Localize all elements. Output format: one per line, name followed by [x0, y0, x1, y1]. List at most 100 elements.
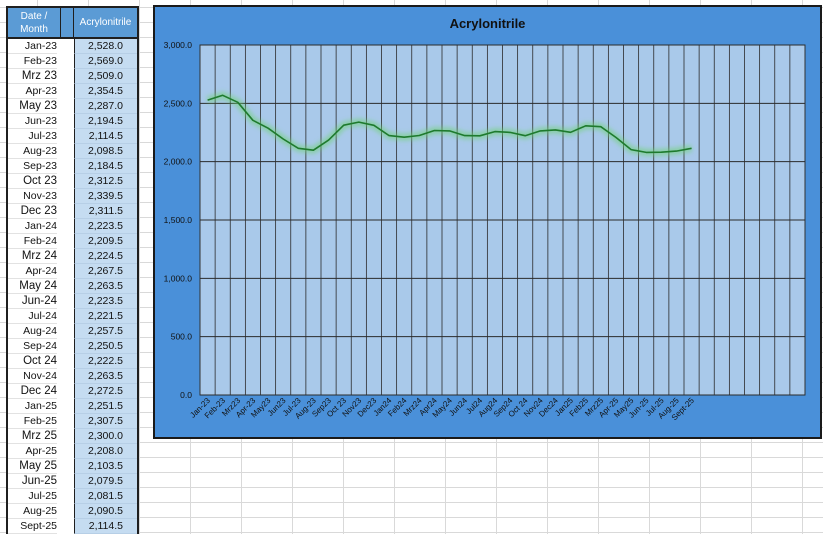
month-cell[interactable]: Nov-23 [8, 189, 57, 204]
value-cell[interactable]: 2,090.5 [74, 504, 137, 519]
header-spacer-cell[interactable] [60, 8, 74, 37]
value-cell[interactable]: 2,223.5 [74, 219, 137, 234]
value-cell[interactable]: 2,287.0 [74, 99, 137, 114]
value-cell[interactable]: 2,300.0 [74, 429, 137, 444]
table-row: Jan-23 2,528.0 [8, 39, 137, 54]
value-cell[interactable]: 2,194.5 [74, 114, 137, 129]
month-cell[interactable]: Apr-25 [8, 444, 57, 459]
table-row: Jul-23 2,114.5 [8, 129, 137, 144]
month-cell[interactable]: Jan-24 [8, 219, 57, 234]
table-row: Feb-25 2,307.5 [8, 414, 137, 429]
table-row: Nov-23 2,339.5 [8, 189, 137, 204]
table-row: Jan-24 2,223.5 [8, 219, 137, 234]
value-cell[interactable]: 2,208.0 [74, 444, 137, 459]
month-cell[interactable]: Aug-25 [8, 504, 57, 519]
value-cell[interactable]: 2,267.5 [74, 264, 137, 279]
month-cell[interactable]: Feb-25 [8, 414, 57, 429]
value-cell[interactable]: 2,354.5 [74, 84, 137, 99]
table-row: Feb-24 2,209.5 [8, 234, 137, 249]
value-cell[interactable]: 2,209.5 [74, 234, 137, 249]
value-cell[interactable]: 2,079.5 [74, 474, 137, 489]
table-row: May 24 2,263.5 [8, 279, 137, 294]
value-cell[interactable]: 2,272.5 [74, 384, 137, 399]
y-tick-label: 3,000.0 [164, 40, 193, 50]
month-cell[interactable]: Aug-24 [8, 324, 57, 339]
chart-plot: 0.0 500.0 1,000.0 1,500.0 2,000.0 2,500.0 3,00… [164, 40, 806, 422]
header-acrylonitrile[interactable]: Acrylonitrile [79, 17, 132, 28]
value-cell[interactable]: 2,221.5 [74, 309, 137, 324]
value-cell[interactable]: 2,184.5 [74, 159, 137, 174]
month-cell[interactable]: Feb-24 [8, 234, 57, 249]
table-row: Jul-24 2,221.5 [8, 309, 137, 324]
table-row: Aug-24 2,257.5 [8, 324, 137, 339]
value-cell[interactable]: 2,509.0 [74, 69, 137, 84]
month-cell[interactable]: Jan-25 [8, 399, 57, 414]
value-cell[interactable]: 2,222.5 [74, 354, 137, 369]
table-row: Sep-24 2,250.5 [8, 339, 137, 354]
month-cell[interactable]: Apr-24 [8, 264, 57, 279]
table-row: Oct 23 2,312.5 [8, 174, 137, 189]
value-cell[interactable]: 2,307.5 [74, 414, 137, 429]
table-row: Dec 24 2,272.5 [8, 384, 137, 399]
value-cell[interactable]: 2,312.5 [74, 174, 137, 189]
table-row: Jun-24 2,223.5 [8, 294, 137, 309]
value-cell[interactable]: 2,263.5 [74, 279, 137, 294]
month-cell[interactable]: Jun-23 [8, 114, 57, 129]
line-chart[interactable]: Acrylonitrile 0.0 500.0 1,000.0 1,500.0 2,00… [153, 5, 822, 439]
month-cell[interactable]: Mrz 23 [8, 69, 57, 84]
table-row: Oct 24 2,222.5 [8, 354, 137, 369]
month-cell[interactable]: Dec 23 [8, 204, 57, 219]
month-cell[interactable]: Sep-24 [8, 339, 57, 354]
table-row: Jun-25 2,079.5 [8, 474, 137, 489]
table-row: Apr-23 2,354.5 [8, 84, 137, 99]
table-row: Sept-25 2,114.5 [8, 519, 137, 534]
table-row: Aug-23 2,098.5 [8, 144, 137, 159]
y-tick-label: 1,000.0 [164, 273, 193, 283]
y-tick-label: 2,500.0 [164, 98, 193, 108]
month-cell[interactable]: Jul-24 [8, 309, 57, 324]
header-date-month[interactable]: Date / Month [20, 11, 48, 35]
value-cell[interactable]: 2,569.0 [74, 54, 137, 69]
month-cell[interactable]: May 25 [8, 459, 57, 474]
month-cell[interactable]: Dec 24 [8, 384, 57, 399]
value-cell[interactable]: 2,114.5 [74, 519, 137, 534]
value-cell[interactable]: 2,257.5 [74, 324, 137, 339]
value-cell[interactable]: 2,081.5 [74, 489, 137, 504]
value-cell[interactable]: 2,339.5 [74, 189, 137, 204]
month-cell[interactable]: Jun-25 [8, 474, 57, 489]
month-cell[interactable]: Oct 24 [8, 354, 57, 369]
month-cell[interactable]: Nov-24 [8, 369, 57, 384]
table-row: Aug-25 2,090.5 [8, 504, 137, 519]
month-cell[interactable]: May 24 [8, 279, 57, 294]
month-cell[interactable]: Sep-23 [8, 159, 57, 174]
value-cell[interactable]: 2,103.5 [74, 459, 137, 474]
month-cell[interactable]: Sept-25 [8, 519, 57, 534]
value-cell[interactable]: 2,224.5 [74, 249, 137, 264]
table-rows: Jan-23 2,528.0 Feb-23 2,569.0 Mrz 23 2,509.0 A… [8, 39, 137, 534]
table-row: Dec 23 2,311.5 [8, 204, 137, 219]
month-cell[interactable]: Apr-23 [8, 84, 57, 99]
month-cell[interactable]: Mrz 25 [8, 429, 57, 444]
month-cell[interactable]: May 23 [8, 99, 57, 114]
table-header: Date / Month Acrylonitrile [8, 8, 137, 39]
value-cell[interactable]: 2,528.0 [74, 39, 137, 54]
value-cell[interactable]: 2,098.5 [74, 144, 137, 159]
value-cell[interactable]: 2,251.5 [74, 399, 137, 414]
month-cell[interactable]: Jun-24 [8, 294, 57, 309]
table-row: Jun-23 2,194.5 [8, 114, 137, 129]
value-cell[interactable]: 2,263.5 [74, 369, 137, 384]
month-cell[interactable]: Feb-23 [8, 54, 57, 69]
month-cell[interactable]: Aug-23 [8, 144, 57, 159]
table-row: Mrz 25 2,300.0 [8, 429, 137, 444]
value-cell[interactable]: 2,311.5 [74, 204, 137, 219]
month-cell[interactable]: Mrz 24 [8, 249, 57, 264]
value-cell[interactable]: 2,250.5 [74, 339, 137, 354]
value-cell[interactable]: 2,223.5 [74, 294, 137, 309]
month-cell[interactable]: Jul-25 [8, 489, 57, 504]
value-cell[interactable]: 2,114.5 [74, 129, 137, 144]
data-table: Date / Month Acrylonitrile Jan-23 2,528.0… [6, 6, 139, 534]
month-cell[interactable]: Jan-23 [8, 39, 57, 54]
table-row: May 25 2,103.5 [8, 459, 137, 474]
month-cell[interactable]: Jul-23 [8, 129, 57, 144]
month-cell[interactable]: Oct 23 [8, 174, 57, 189]
